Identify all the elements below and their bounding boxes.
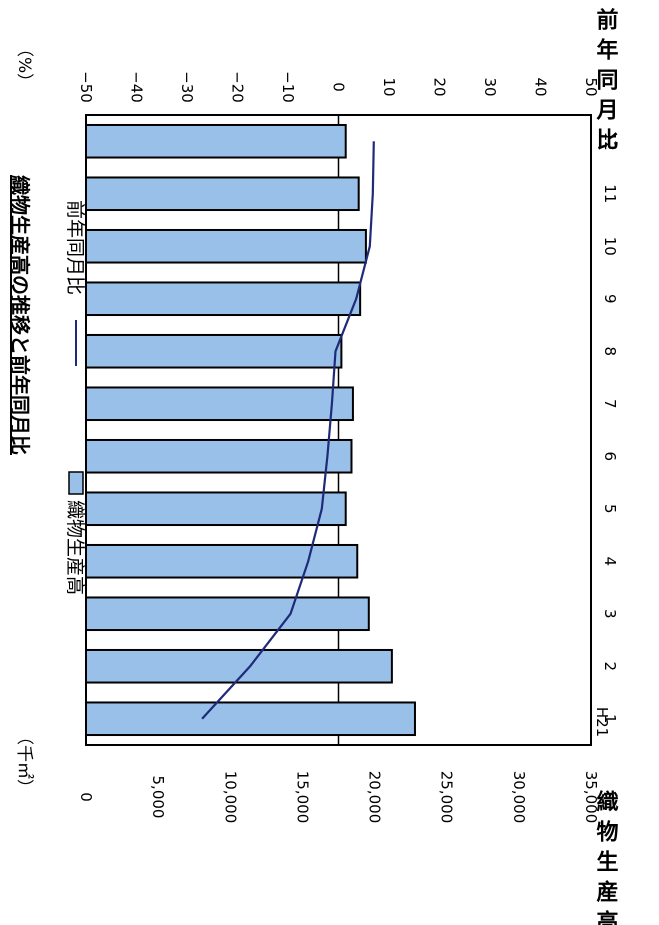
left-tick-label: 20,000 [366,771,384,824]
right-tick-label: 40 [532,77,550,96]
category-prefix: H21 [593,707,611,737]
left-tick-label: 0 [77,792,95,802]
chart-title: 織物生産高の推移と前年同月比 [8,175,32,455]
right-tick-label: 30 [481,77,499,96]
right-tick-label: 10 [380,77,398,96]
bars-group [85,123,416,737]
left-axis-unit: （千㎡） [14,728,34,796]
right-axis-ticks: 50 40 30 20 10 0 −10 −20 −30 −40 −50 [77,71,600,103]
legend-bar-label: 織物生産高 [64,500,86,595]
category-label-12: 12 [601,132,619,151]
bar-8 [85,333,343,369]
category-label-11: 11 [601,184,619,203]
series-line-yoy [201,141,375,720]
bar-1 [85,701,416,737]
rotated-chart-frame: 織物生産高の推移と前年同月比 織物生産高 前年同月比 0 5,000 10,000 1… [8,40,619,823]
right-tick-label: 50 [582,77,600,96]
legend: 織物生産高 前年同月比 [64,200,86,595]
right-tick-label: 0 [330,82,348,92]
legend-bar-swatch [68,471,84,495]
left-axis-ticks: 0 5,000 10,000 15,000 20,000 25,000 30,000 35,0… [77,771,600,824]
bar-11 [85,176,360,212]
right-tick-label: 20 [431,77,449,96]
category-label-6: 6 [601,451,619,461]
category-label-5: 5 [601,504,619,514]
category-label-10: 10 [601,237,619,256]
category-label-3: 3 [601,609,619,619]
left-tick-label: 25,000 [438,771,456,824]
category-label-7: 7 [601,399,619,409]
right-tick-label: −20 [229,71,247,103]
left-tick-label: 15,000 [293,771,311,824]
bar-2 [85,648,393,684]
right-tick-label: −30 [178,71,196,103]
bar-5 [85,491,347,527]
legend-line-label: 前年同月比 [64,200,86,295]
category-label-2: 2 [601,661,619,671]
left-tick-label: 35,000 [582,771,600,824]
left-tick-label: 10,000 [221,771,239,824]
category-label-8: 8 [601,346,619,356]
right-tick-label: −40 [128,71,146,103]
category-label-9: 9 [601,294,619,304]
right-axis-unit: （%） [14,40,34,90]
bar-10 [85,228,367,264]
category-label-4: 4 [601,556,619,566]
bar-9 [85,281,362,317]
bar-4 [85,543,359,579]
bar-12 [85,123,347,159]
bar-6 [85,438,353,474]
bar-3 [85,596,370,632]
right-tick-label: −50 [77,71,95,103]
right-tick-label: −10 [279,71,297,103]
right-axis-title: 前年同月比 [593,7,620,158]
left-axis-title: 織物生産高 [593,789,619,925]
bar-7 [85,386,354,422]
left-tick-label: 30,000 [510,771,528,824]
category-label-1: 1 [601,714,619,724]
left-tick-label: 5,000 [149,776,167,819]
